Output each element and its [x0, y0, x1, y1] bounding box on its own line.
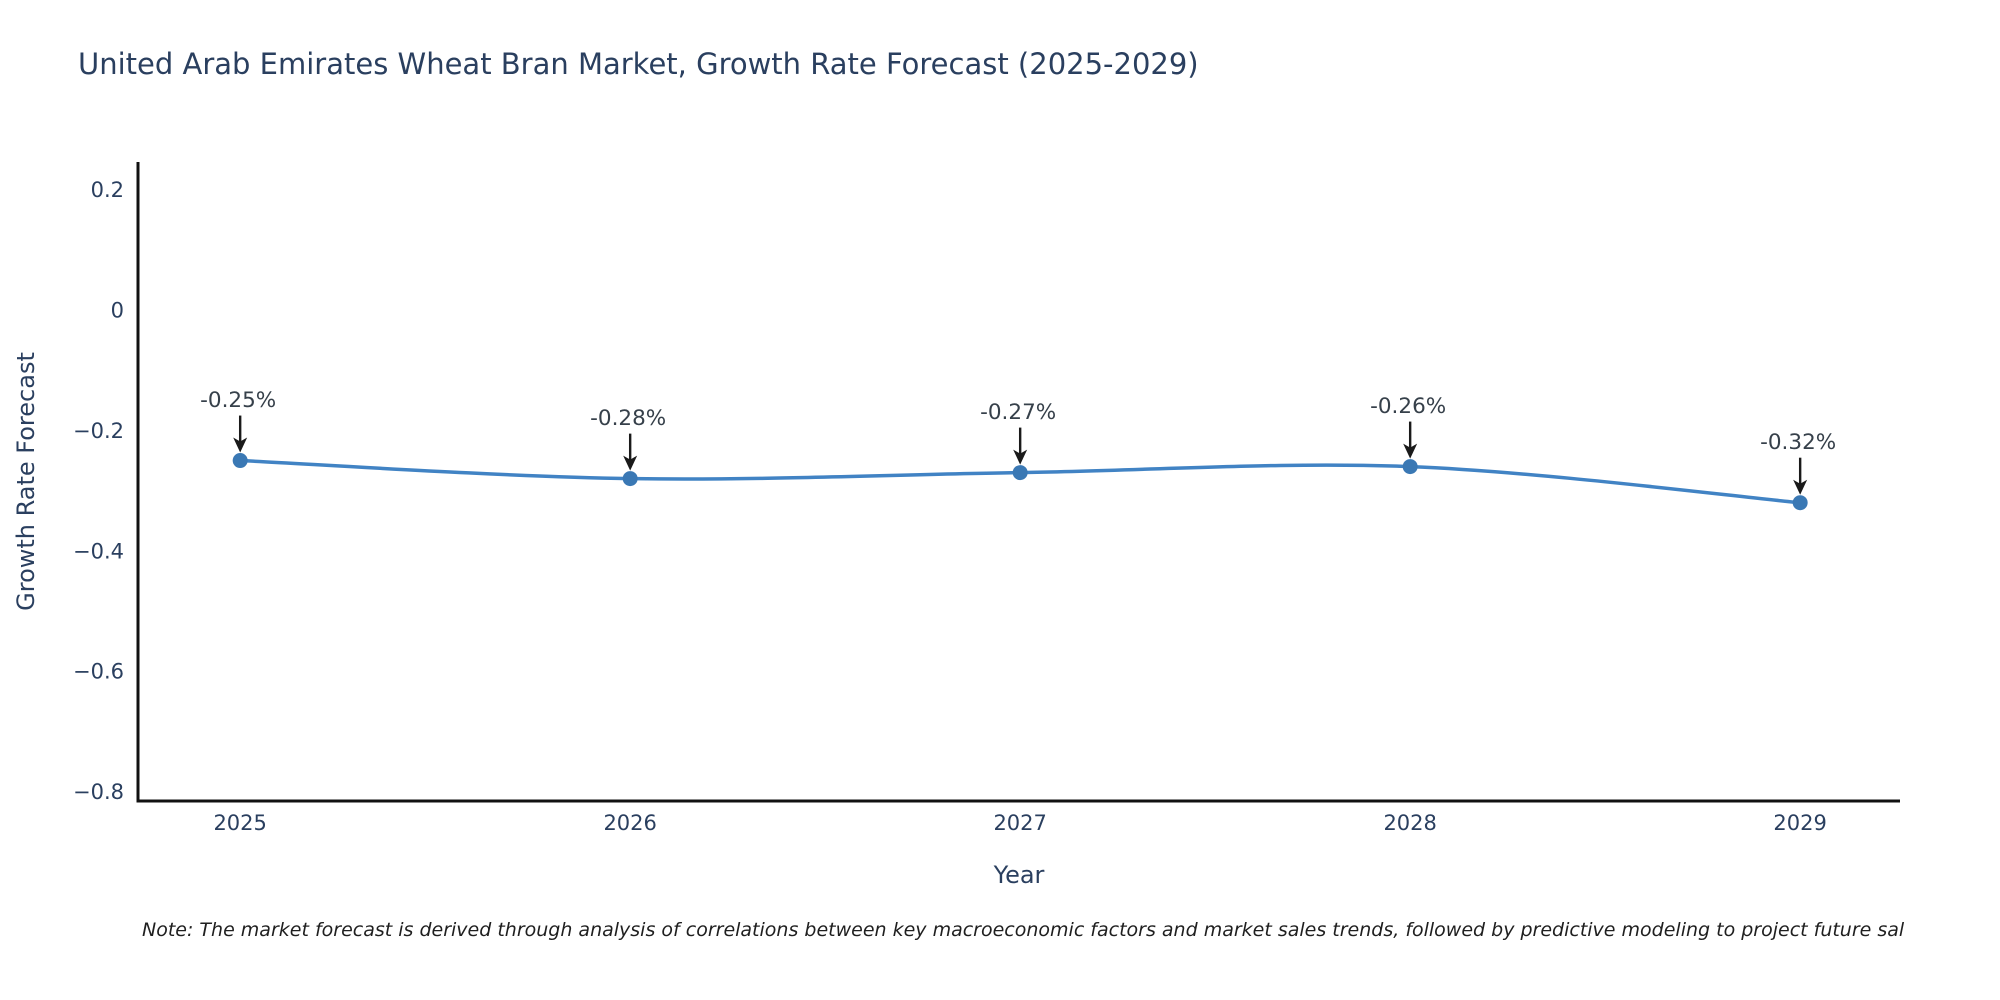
data-point-marker[interactable] — [232, 453, 248, 469]
data-point-marker[interactable] — [1792, 495, 1808, 511]
y-tick-label: −0.2 — [73, 419, 124, 443]
annotation-arrowhead-icon — [1403, 443, 1418, 459]
y-tick-label: 0.2 — [91, 178, 124, 202]
y-tick-label: −0.6 — [73, 660, 124, 684]
data-point-label: -0.25% — [200, 388, 276, 413]
annotation-arrowhead-icon — [623, 455, 638, 471]
y-tick-label: −0.8 — [73, 780, 124, 804]
x-tick-label: 2027 — [993, 811, 1046, 835]
x-tick-label: 2025 — [213, 811, 266, 835]
data-point-label: -0.26% — [1370, 394, 1446, 419]
y-tick-label: 0 — [111, 299, 124, 323]
data-point-marker[interactable] — [1012, 465, 1028, 481]
chart-title: United Arab Emirates Wheat Bran Market, … — [78, 47, 1199, 81]
data-point-label: -0.32% — [1760, 430, 1836, 455]
data-point-marker[interactable] — [622, 471, 638, 487]
x-tick-label: 2026 — [603, 811, 656, 835]
data-point-label: -0.28% — [590, 406, 666, 431]
y-axis-title: Growth Rate Forecast — [12, 352, 40, 611]
data-point-label: -0.27% — [980, 400, 1056, 425]
annotation-arrowhead-icon — [1793, 479, 1808, 495]
x-tick-label: 2028 — [1383, 811, 1436, 835]
x-tick-label: 2029 — [1773, 811, 1826, 835]
footnote: Note: The market forecast is derived thr… — [142, 919, 1905, 941]
annotation-arrowhead-icon — [1013, 449, 1028, 465]
data-point-marker[interactable] — [1402, 459, 1418, 475]
y-tick-label: −0.4 — [73, 539, 124, 563]
annotation-arrowhead-icon — [233, 437, 248, 453]
x-axis-title: Year — [993, 861, 1045, 889]
